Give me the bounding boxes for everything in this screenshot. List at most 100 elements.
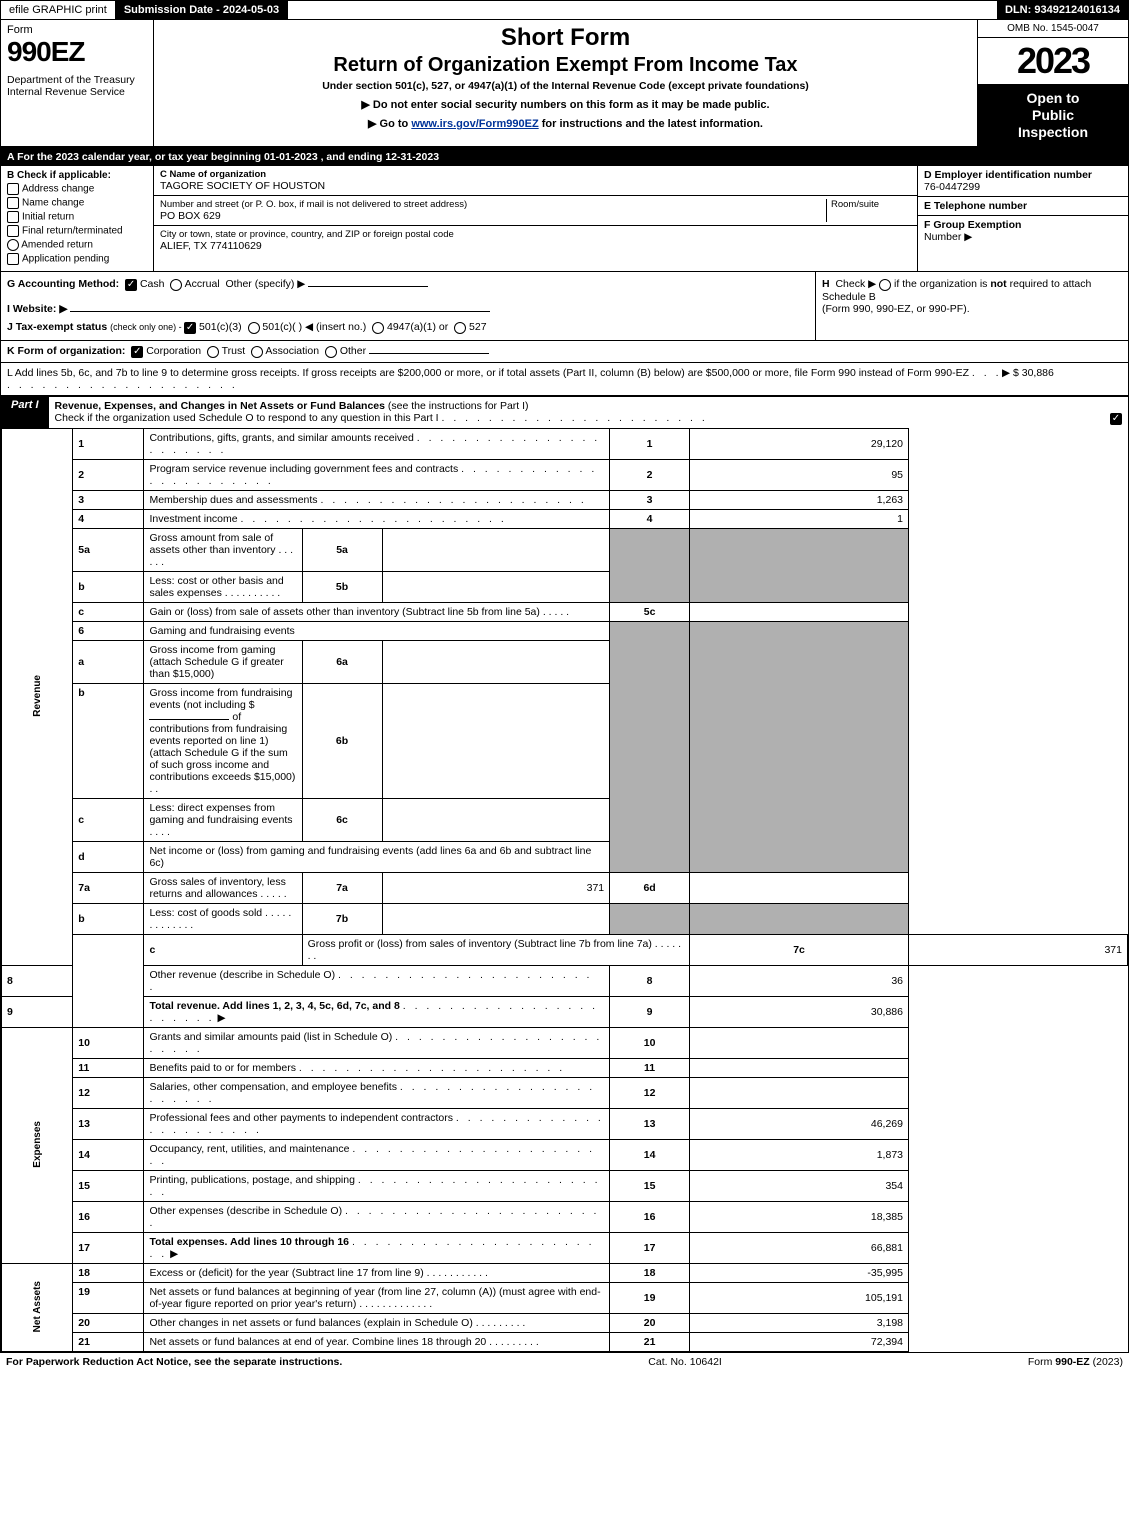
j-501c-circle[interactable] xyxy=(248,322,260,334)
form-header: Form 990EZ Department of the Treasury In… xyxy=(1,20,1128,148)
k-assoc-circle[interactable] xyxy=(251,346,263,358)
section-bcdef: B Check if applicable: Address change Na… xyxy=(1,166,1128,272)
g-other-blank[interactable] xyxy=(308,286,428,287)
i-website-blank[interactable] xyxy=(70,311,490,312)
col-c-name-address: C Name of organization TAGORE SOCIETY OF… xyxy=(154,166,917,271)
city-label: City or town, state or province, country… xyxy=(160,229,911,240)
instr-ssn: ▶ Do not enter social security numbers o… xyxy=(164,98,967,111)
line-17: 17 Total expenses. Add lines 10 through … xyxy=(2,1233,1128,1264)
header-right: OMB No. 1545-0047 2023 Open to Public In… xyxy=(977,20,1128,146)
line-15: 15 Printing, publications, postage, and … xyxy=(2,1171,1128,1202)
instr-goto: ▶ Go to www.irs.gov/Form990EZ for instru… xyxy=(164,117,967,130)
j-527-circle[interactable] xyxy=(454,322,466,334)
line-7b: b Less: cost of goods sold . . . . . . .… xyxy=(2,904,1128,935)
chk-application-pending[interactable]: Application pending xyxy=(7,253,147,265)
sidelabel-expenses: Expenses xyxy=(2,1028,73,1264)
col-g-accounting: G Accounting Method: ✓ Cash Accrual Othe… xyxy=(1,272,815,340)
header-left: Form 990EZ Department of the Treasury In… xyxy=(1,20,154,146)
line-5a: 5a Gross amount from sale of assets othe… xyxy=(2,529,1128,572)
line-6: 6 Gaming and fundraising events xyxy=(2,622,1128,641)
i-website-label: I Website: ▶ xyxy=(7,303,67,315)
line-13: 13 Professional fees and other payments … xyxy=(2,1109,1128,1140)
omb-number: OMB No. 1545-0047 xyxy=(978,20,1128,38)
form-body: Form 990EZ Department of the Treasury In… xyxy=(0,20,1129,1353)
k-other-blank[interactable] xyxy=(369,353,489,354)
part-1-header: Part I Revenue, Expenses, and Changes in… xyxy=(1,396,1128,428)
submission-date: Submission Date - 2024-05-03 xyxy=(116,1,288,19)
e-phone: E Telephone number xyxy=(918,197,1128,216)
goto-pre: ▶ Go to xyxy=(368,118,411,130)
c-label: C Name of organization xyxy=(160,169,266,180)
row-gh: G Accounting Method: ✓ Cash Accrual Othe… xyxy=(1,272,1128,341)
f-label2: Number ▶ xyxy=(924,231,972,243)
g-accrual-circle[interactable] xyxy=(170,279,182,291)
footer-right: Form 990-EZ (2023) xyxy=(1028,1356,1123,1368)
goto-post: for instructions and the latest informat… xyxy=(539,118,763,130)
subtitle: Under section 501(c), 527, or 4947(a)(1)… xyxy=(164,80,967,92)
col-h-schedule-b: H Check ▶ if the organization is not req… xyxy=(815,272,1128,340)
chk-initial-return[interactable]: Initial return xyxy=(7,211,147,223)
d-label: D Employer identification number xyxy=(924,169,1092,181)
header-center: Short Form Return of Organization Exempt… xyxy=(154,20,977,146)
row-l-gross-receipts: L Add lines 5b, 6c, and 7b to line 9 to … xyxy=(1,363,1128,396)
line-20: 20 Other changes in net assets or fund b… xyxy=(2,1314,1128,1333)
irs: Internal Revenue Service xyxy=(7,86,147,98)
k-other-circle[interactable] xyxy=(325,346,337,358)
d-ein: D Employer identification number 76-0447… xyxy=(918,166,1128,197)
open-to-public: Open to Public Inspection xyxy=(978,84,1128,146)
footer-center: Cat. No. 10642I xyxy=(648,1356,722,1368)
col-b-checkboxes: B Check if applicable: Address change Na… xyxy=(1,166,154,271)
chk-address-change[interactable]: Address change xyxy=(7,183,147,195)
efile-print[interactable]: efile GRAPHIC print xyxy=(1,1,116,19)
line-6d: d Net income or (loss) from gaming and f… xyxy=(2,842,1128,873)
row-k-org-form: K Form of organization: ✓ Corporation Tr… xyxy=(1,341,1128,363)
d-value: 76-0447299 xyxy=(924,181,980,193)
footer-left: For Paperwork Reduction Act Notice, see … xyxy=(6,1356,342,1368)
line-19: 19 Net assets or fund balances at beginn… xyxy=(2,1283,1128,1314)
line-12: 12 Salaries, other compensation, and emp… xyxy=(2,1078,1128,1109)
k-trust-circle[interactable] xyxy=(207,346,219,358)
chk-amended-return[interactable]: Amended return xyxy=(7,239,147,251)
line-2: 2 Program service revenue including gove… xyxy=(2,460,1128,491)
sidelabel-netassets: Net Assets xyxy=(2,1264,73,1352)
line-7a: 7a Gross sales of inventory, less return… xyxy=(2,873,1128,904)
k-corp-check: ✓ xyxy=(131,346,143,358)
g-accrual: Accrual xyxy=(185,278,220,290)
irs-link[interactable]: www.irs.gov/Form990EZ xyxy=(411,118,538,130)
c-city-row: City or town, state or province, country… xyxy=(154,226,917,255)
short-form-title: Short Form xyxy=(164,24,967,52)
col-def: D Employer identification number 76-0447… xyxy=(917,166,1128,271)
city-value: ALIEF, TX 774110629 xyxy=(160,240,911,252)
form-number: 990EZ xyxy=(7,36,147,68)
line-1: Revenue 1 Contributions, gifts, grants, … xyxy=(2,429,1128,460)
line-9: 9 Total revenue. Add lines 1, 2, 3, 4, 5… xyxy=(2,997,1128,1028)
dln: DLN: 93492124016134 xyxy=(997,1,1128,19)
g-other: Other (specify) ▶ xyxy=(226,278,306,290)
h-circle[interactable] xyxy=(879,279,891,291)
org-name: TAGORE SOCIETY OF HOUSTON xyxy=(160,180,911,192)
chk-name-change[interactable]: Name change xyxy=(7,197,147,209)
c-addr-row: Number and street (or P. O. box, if mail… xyxy=(154,196,917,226)
return-title: Return of Organization Exempt From Incom… xyxy=(164,54,967,77)
line-7c: c Gross profit or (loss) from sales of i… xyxy=(2,935,1128,966)
form-word: Form xyxy=(7,24,147,36)
line-5b: b Less: cost or other basis and sales ex… xyxy=(2,572,1128,603)
lines-table: Revenue 1 Contributions, gifts, grants, … xyxy=(1,428,1128,1352)
sidelabel-revenue: Revenue xyxy=(2,429,73,966)
g-label: G Accounting Method: xyxy=(7,278,119,290)
line-6a: a Gross income from gaming (attach Sched… xyxy=(2,641,1128,684)
b-title: B Check if applicable: xyxy=(7,170,147,181)
line-11: 11 Benefits paid to or for members 11 xyxy=(2,1059,1128,1078)
addr-value: PO BOX 629 xyxy=(160,210,826,222)
line-8: 8 Other revenue (describe in Schedule O)… xyxy=(2,966,1128,997)
chk-final-return[interactable]: Final return/terminated xyxy=(7,225,147,237)
line-3: 3 Membership dues and assessments 3 1,26… xyxy=(2,491,1128,510)
j-501c3-check: ✓ xyxy=(184,322,196,334)
l-amount: ▶ $ 30,886 xyxy=(1002,367,1122,391)
6b-blank[interactable] xyxy=(149,719,229,720)
tax-year: 2023 xyxy=(978,38,1128,84)
j-4947-circle[interactable] xyxy=(372,322,384,334)
part-1-label: Part I xyxy=(1,396,49,428)
j-tax-exempt: J Tax-exempt status (check only one) - ✓… xyxy=(7,321,809,334)
g-cash-check: ✓ xyxy=(125,279,137,291)
